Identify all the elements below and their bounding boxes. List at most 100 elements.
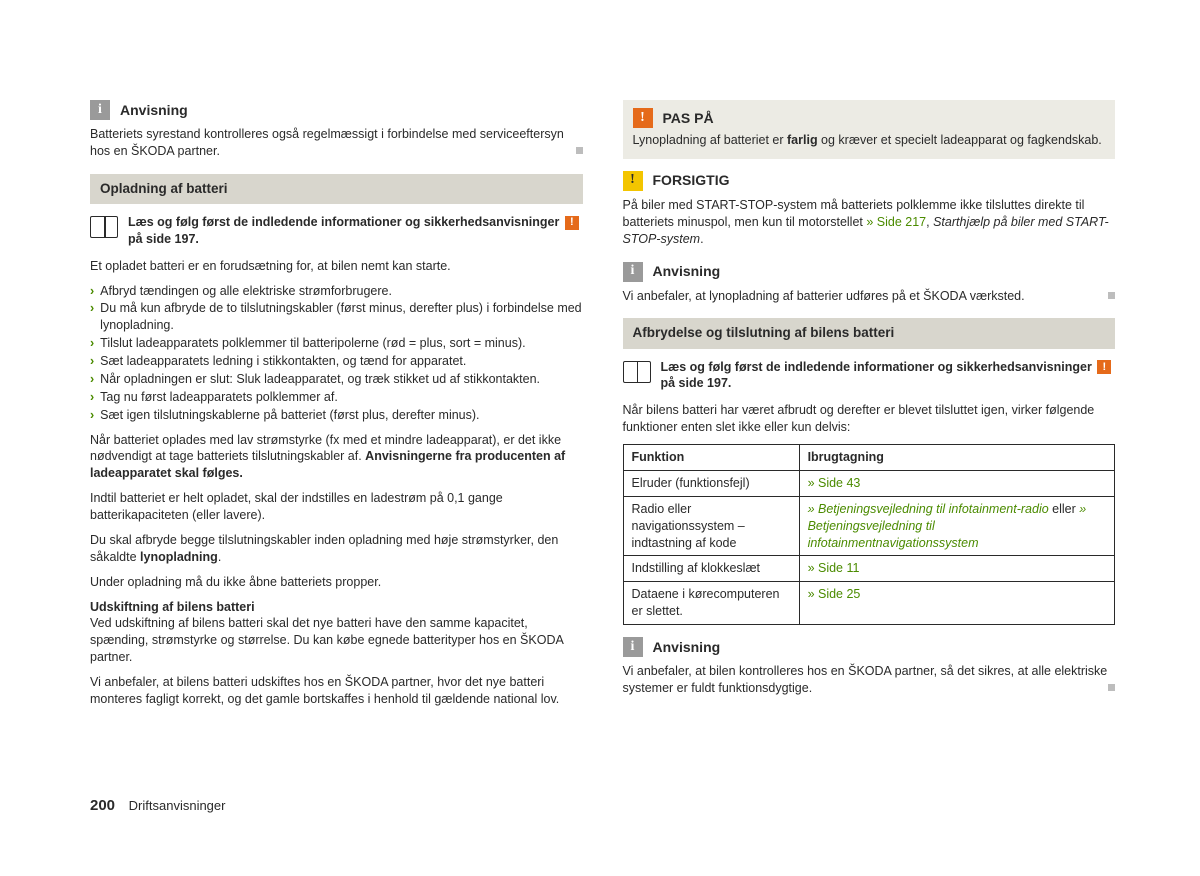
text: Tag nu først ladeapparatets polklemmer a… [100,389,338,406]
function-table: Funktion Ibrugtagning Elruder (funktions… [623,444,1116,625]
table-cell: Indstilling af klokkeslæt [623,556,799,582]
text: og kræver et specielt ladeapparat og fag… [818,133,1102,147]
right-column: ! PAS PÅ Lynopladning af batteriet er fa… [623,100,1116,716]
page-number: 200 [90,797,115,814]
list-item: ›Du må kun afbryde de to tilslutningskab… [90,300,583,334]
paragraph: Under opladning må du ikke åbne batterie… [90,574,583,591]
steps-list: › Afbryd tændingen og alle elektriske str… [90,283,583,424]
text: Når opladningen er slut: Sluk ladeappara… [100,371,540,388]
text: Læs og følg først de indledende informat… [661,360,1092,374]
read-first-text: Læs og følg først de indledende informat… [661,359,1116,393]
caution-title: FORSIGTIG [653,171,730,190]
chevron-icon: › [90,335,94,352]
table-row: Elruder (funktionsfejl) » Side 43 [623,470,1115,496]
paragraph: Indtil batteriet er helt opladet, skal d… [90,490,583,524]
end-mark-icon [1108,684,1115,691]
caution-icon: ! [623,171,643,191]
info-icon: i [90,100,110,120]
page-footer: 200 Driftsanvisninger [90,796,225,816]
text: . [700,232,703,246]
list-item: › Afbryd tændingen og alle elektriske str… [90,283,583,300]
read-first-note: Læs og følg først de indledende informat… [90,214,583,248]
warning-body: Lynopladning af batteriet er farlig og k… [633,132,1106,149]
text: Afbryd tændingen og alle elektriske strø… [100,283,392,300]
text: Sæt ladeapparatets ledning i stikkontakt… [100,353,466,370]
cross-reference: » Side 25 [808,587,861,601]
table-cell: Radio eller navigationssystem – indtastn… [623,496,799,556]
table-row: Dataene i kørecomputeren er slettet. » S… [623,582,1115,625]
table-cell: » Side 43 [799,470,1114,496]
warning-heading: ! PAS PÅ [633,108,1106,128]
info-icon: i [623,262,643,282]
paragraph: Et opladet batteri er en forudsætning fo… [90,258,583,275]
warning-icon: ! [565,216,579,230]
bold-text: farlig [787,133,818,147]
info-heading: i Anvisning [623,637,1116,657]
cross-reference: » Side 11 [808,561,860,575]
info-heading: i Anvisning [623,262,1116,282]
warning-icon: ! [1097,360,1111,374]
table-header-row: Funktion Ibrugtagning [623,445,1115,471]
end-mark-icon [576,147,583,154]
table-cell: » Side 25 [799,582,1114,625]
text: Vi anbefaler, at bilen kontrolleres hos … [623,664,1108,695]
table-cell: » Side 11 [799,556,1114,582]
table-cell: Elruder (funktionsfejl) [623,470,799,496]
info-title: Anvisning [653,262,721,281]
paragraph: Når batteriet oplades med lav strømstyrk… [90,432,583,483]
text: Læs og følg først de indledende informat… [128,215,559,229]
table-header: Funktion [623,445,799,471]
list-item: › Tilslut ladeapparatets polklemmer til b… [90,335,583,352]
read-first-note: Læs og følg først de indledende informat… [623,359,1116,393]
info-body: Batteriets syrestand kontrolleres også r… [90,126,583,160]
caution-body: På biler med START-STOP-system må batter… [623,197,1116,248]
caution-heading: ! FORSIGTIG [623,171,1116,191]
chevron-icon: › [90,407,94,424]
cross-reference: » Betjeningsvejledning til infotainment-… [808,502,1049,516]
list-item: › Sæt igen tilslutningskablerne på batter… [90,407,583,424]
text: . [218,550,221,564]
list-item: › Sæt ladeapparatets ledning i stikkontak… [90,353,583,370]
section-heading: Afbrydelse og tilslutning af bilens batt… [623,318,1116,348]
paragraph: Vi anbefaler, at bilens batteri udskifte… [90,674,583,708]
table-row: Radio eller navigationssystem – indtastn… [623,496,1115,556]
book-icon [623,361,651,383]
bold-text: lynopladning [140,550,218,564]
table-cell: Dataene i kørecomputeren er slettet. [623,582,799,625]
chevron-icon: › [90,283,94,300]
info-body: Vi anbefaler, at lynopladning af batteri… [623,288,1116,305]
chevron-icon: › [90,353,94,370]
text: Sæt igen tilslutningskablerne på batteri… [100,407,479,424]
text: Tilslut ladeapparatets polklemmer til ba… [100,335,525,352]
list-item: › Når opladningen er slut: Sluk ladeappar… [90,371,583,388]
section-name: Driftsanvisninger [129,798,226,813]
paragraph: Når bilens batteri har været afbrudt og … [623,402,1116,436]
end-mark-icon [1108,292,1115,299]
text: eller [1049,502,1080,516]
section-heading: Opladning af batteri [90,174,583,204]
text: Lynopladning af batteriet er [633,133,788,147]
info-title: Anvisning [120,101,188,120]
warning-title: PAS PÅ [663,109,714,128]
text: Batteriets syrestand kontrolleres også r… [90,127,564,158]
text: på side 197. [128,232,199,246]
paragraph: Du skal afbryde begge tilslutningskabler… [90,532,583,566]
list-item: ›Tag nu først ladeapparatets polklemmer … [90,389,583,406]
table-header: Ibrugtagning [799,445,1114,471]
table-cell: » Betjeningsvejledning til infotainment-… [799,496,1114,556]
text: Vi anbefaler, at lynopladning af batteri… [623,289,1025,303]
table-row: Indstilling af klokkeslæt » Side 11 [623,556,1115,582]
info-icon: i [623,637,643,657]
page-content: i Anvisning Batteriets syrestand kontrol… [0,0,1200,716]
info-title: Anvisning [653,638,721,657]
cross-reference: » Side 43 [808,476,861,490]
text: Du må kun afbryde de to tilslutningskabl… [100,300,582,334]
chevron-icon: › [90,371,94,388]
cross-reference: » Side 217 [866,215,926,229]
info-heading: i Anvisning [90,100,583,120]
book-icon [90,216,118,238]
paragraph: Ved udskiftning af bilens batteri skal d… [90,615,583,666]
left-column: i Anvisning Batteriets syrestand kontrol… [90,100,583,716]
warning-icon: ! [633,108,653,128]
text: på side 197. [661,376,732,390]
